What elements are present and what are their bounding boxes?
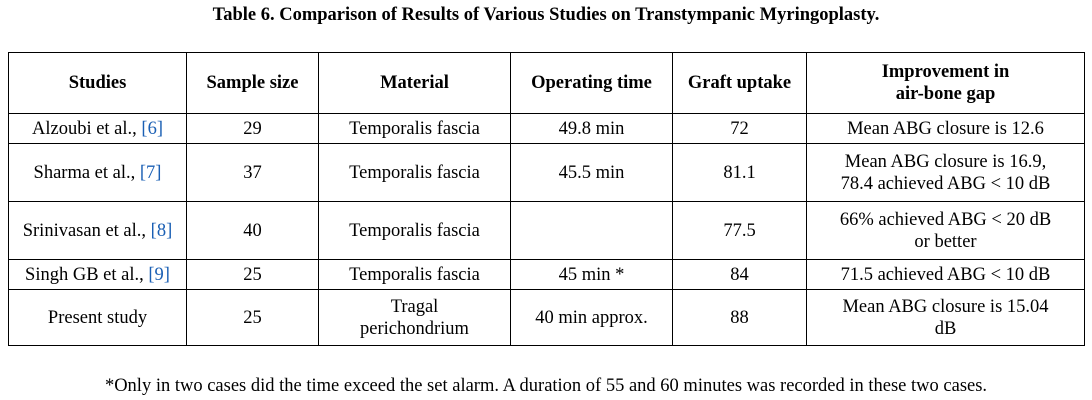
- study-name: Singh GB et al.,: [25, 264, 149, 285]
- cell-improvement: 71.5 achieved ABG < 10 dB: [806, 259, 1085, 290]
- cell-study: Present study: [8, 289, 187, 346]
- cell-sample-size: 25: [186, 289, 319, 346]
- reference-link[interactable]: [9]: [148, 264, 170, 285]
- study-name: Sharma et al.,: [33, 162, 140, 183]
- cell-graft-uptake: 77.5: [672, 201, 807, 260]
- cell-study: Srinivasan et al., [8]: [8, 201, 187, 260]
- cell-material: Temporalis fascia: [318, 143, 511, 202]
- cell-sample-size: 37: [186, 143, 319, 202]
- cell-sample-size: 25: [186, 259, 319, 290]
- cell-graft-uptake: 88: [672, 289, 807, 346]
- header-improvement: Improvement in air-bone gap: [806, 52, 1085, 114]
- cell-material: Temporalis fascia: [318, 113, 511, 144]
- cell-study: Alzoubi et al., [6]: [8, 113, 187, 144]
- table-footnote: *Only in two cases did the time exceed t…: [104, 376, 988, 396]
- table-row: Srinivasan et al., [8] 40 Temporalis fas…: [8, 201, 1085, 260]
- cell-operating-time: [510, 201, 673, 260]
- cell-improvement: Mean ABG closure is 15.04 dB: [806, 289, 1085, 346]
- cell-study: Sharma et al., [7]: [8, 143, 187, 202]
- cell-sample-size: 40: [186, 201, 319, 260]
- cell-sample-size: 29: [186, 113, 319, 144]
- cell-material: Tragal perichondrium: [318, 289, 511, 346]
- study-name: Srinivasan et al.,: [22, 220, 151, 241]
- header-material: Material: [318, 52, 511, 114]
- cell-improvement: Mean ABG closure is 16.9, 78.4 achieved …: [806, 143, 1085, 202]
- reference-link[interactable]: [8]: [150, 220, 173, 241]
- header-row: Studies Sample size Material Operating t…: [8, 52, 1085, 114]
- cell-graft-uptake: 81.1: [672, 143, 807, 202]
- header-studies: Studies: [8, 52, 187, 114]
- table-row: Sharma et al., [7] 37 Temporalis fascia …: [8, 143, 1085, 202]
- table-row: Present study 25 Tragal perichondrium 40…: [8, 289, 1085, 346]
- cell-material: Temporalis fascia: [318, 259, 511, 290]
- header-operating-time: Operating time: [510, 52, 673, 114]
- cell-operating-time: 49.8 min: [510, 113, 673, 144]
- header-graft-uptake: Graft uptake: [672, 52, 807, 114]
- cell-material: Temporalis fascia: [318, 201, 511, 260]
- study-name: Present study: [47, 307, 148, 328]
- header-sample-size: Sample size: [186, 52, 319, 114]
- table-row: Alzoubi et al., [6] 29 Temporalis fascia…: [8, 113, 1085, 144]
- cell-improvement: Mean ABG closure is 12.6: [806, 113, 1085, 144]
- cell-improvement: 66% achieved ABG < 20 dB or better: [806, 201, 1085, 260]
- cell-operating-time: 45 min *: [510, 259, 673, 290]
- cell-operating-time: 40 min approx.: [510, 289, 673, 346]
- table-row: Singh GB et al., [9] 25 Temporalis fasci…: [8, 259, 1085, 290]
- cell-graft-uptake: 84: [672, 259, 807, 290]
- reference-link[interactable]: [7]: [139, 162, 162, 183]
- reference-link[interactable]: [6]: [141, 118, 163, 139]
- results-table: Studies Sample size Material Operating t…: [8, 52, 1085, 346]
- cell-graft-uptake: 72: [672, 113, 807, 144]
- study-name: Alzoubi et al.,: [31, 118, 142, 139]
- table-caption: Table 6. Comparison of Results of Variou…: [212, 5, 880, 25]
- cell-study: Singh GB et al., [9]: [8, 259, 187, 290]
- cell-operating-time: 45.5 min: [510, 143, 673, 202]
